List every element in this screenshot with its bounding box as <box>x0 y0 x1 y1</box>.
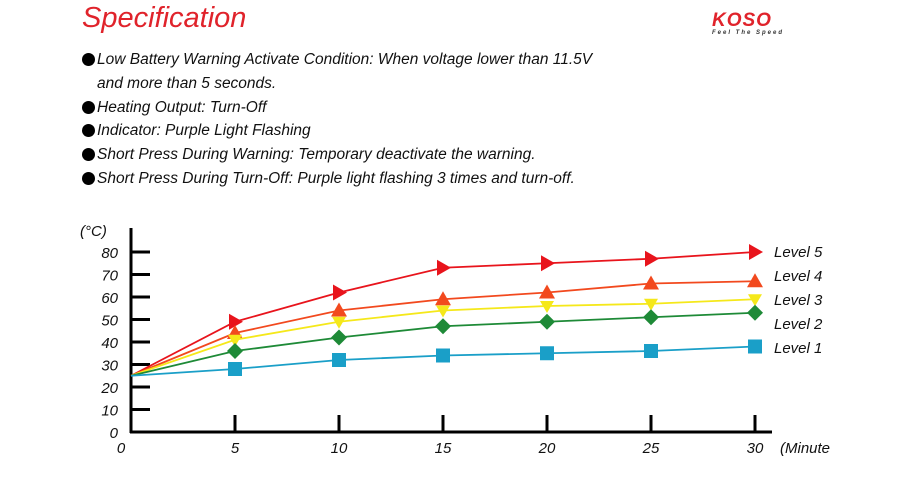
bullet-icon <box>82 171 95 185</box>
triangle-right-marker <box>437 259 451 276</box>
legend-label: Level 1 <box>774 340 822 357</box>
triangle-up-marker <box>331 302 347 317</box>
square-marker <box>540 346 554 361</box>
triangle-right-marker <box>645 250 659 267</box>
triangle-down-marker <box>332 316 346 329</box>
x-tick-label: 25 <box>642 440 660 457</box>
y-tick-label: 60 <box>101 290 118 307</box>
spec-text: Indicator: Purple Light Flashing <box>97 122 311 140</box>
spec-item: Short Press During Warning: Temporary de… <box>82 143 592 167</box>
bullet-icon <box>82 124 95 138</box>
triangle-right-marker <box>229 313 243 330</box>
y-tick-label: 10 <box>101 403 118 420</box>
spec-list: Low Battery Warning Activate Condition: … <box>82 48 592 191</box>
koso-logo: KOSO Feel The Speed <box>712 10 822 42</box>
triangle-down-marker <box>436 305 450 318</box>
x-tick-label: 15 <box>435 440 452 457</box>
diamond-marker <box>643 309 659 326</box>
logo-brand: KOSO <box>712 10 772 31</box>
triangle-down-marker <box>644 298 658 311</box>
diamond-marker <box>747 304 763 321</box>
bullet-icon <box>82 100 95 114</box>
triangle-up-marker <box>539 284 555 299</box>
x-tick-label: 10 <box>331 440 348 457</box>
spec-item: Indicator: Purple Light Flashing <box>82 119 592 143</box>
x-tick-label: 20 <box>538 440 556 457</box>
square-marker <box>228 362 242 376</box>
page-title: Specification <box>82 2 247 34</box>
y-tick-label: 40 <box>101 335 118 352</box>
y-axis-label: (°C) <box>80 223 107 240</box>
square-marker <box>436 348 450 363</box>
y-tick-label: 80 <box>101 245 118 262</box>
triangle-right-marker <box>749 244 763 260</box>
spec-text-continued: and more than 5 seconds. <box>97 74 277 92</box>
y-tick-label: 70 <box>101 268 118 285</box>
diamond-marker <box>435 318 451 335</box>
logo-tagline: Feel The Speed <box>712 30 785 36</box>
triangle-down-marker <box>540 301 554 313</box>
spec-text: Low Battery Warning Activate Condition: … <box>97 51 593 68</box>
spec-text: Short Press During Turn-Off: Purple ligh… <box>97 169 575 187</box>
x-tick-label: 0 <box>117 440 126 457</box>
triangle-up-marker <box>747 273 763 288</box>
triangle-up-marker <box>435 291 451 306</box>
x-tick-label: 30 <box>747 440 764 457</box>
y-tick-label: 50 <box>101 313 118 330</box>
y-tick-label: 20 <box>100 380 118 397</box>
spec-item: Low Battery Warning Activate Condition: … <box>82 48 592 72</box>
legend-label: Level 2 <box>774 316 823 333</box>
diamond-marker <box>539 313 555 330</box>
legend-label: Level 3 <box>774 292 823 309</box>
legend-label: Level 5 <box>774 244 823 261</box>
x-tick-label: 5 <box>231 440 240 457</box>
spec-text: Short Press During Warning: Temporary de… <box>97 146 536 164</box>
spec-text: Heating Output: Turn-Off <box>97 98 267 116</box>
legend-label: Level 4 <box>774 268 822 285</box>
bullet-icon <box>82 148 95 162</box>
triangle-right-marker <box>541 255 555 272</box>
triangle-down-marker <box>228 334 242 347</box>
diamond-marker <box>227 343 243 359</box>
triangle-down-marker <box>748 294 762 307</box>
diamond-marker <box>331 329 347 346</box>
triangle-right-marker <box>333 284 347 301</box>
spec-item: Short Press During Turn-Off: Purple ligh… <box>82 167 592 191</box>
y-tick-label: 30 <box>101 358 118 375</box>
bullet-icon <box>82 53 95 66</box>
triangle-up-marker <box>643 275 659 290</box>
square-marker <box>644 344 658 358</box>
y-tick-label: 0 <box>110 425 119 442</box>
x-axis-label: (Minute <box>780 440 830 457</box>
square-marker <box>748 339 762 354</box>
spec-item: Heating Output: Turn-Off <box>82 96 592 120</box>
square-marker <box>332 353 346 367</box>
